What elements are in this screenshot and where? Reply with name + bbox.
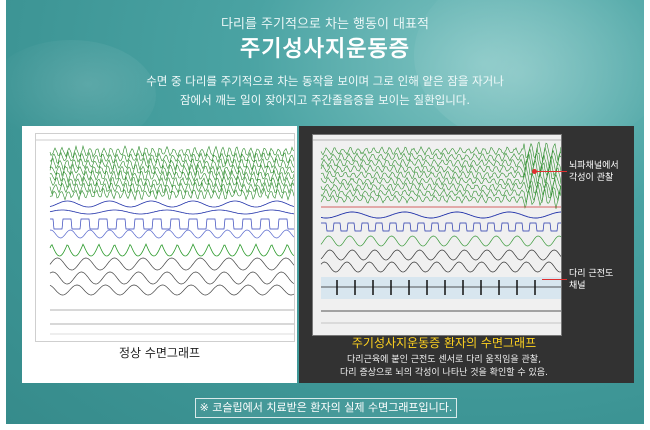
eeg-trace bbox=[49, 144, 294, 159]
eeg-trace bbox=[49, 175, 294, 189]
leg-emg-annotation: 다리 근전도 채널 bbox=[569, 269, 614, 291]
eeg-trace bbox=[49, 157, 294, 171]
eeg-trace bbox=[320, 147, 561, 167]
description-line-1: 수면 중 다리를 주기적으로 차는 동작을 보이며 그로 인해 얕은 잠을 자거… bbox=[146, 74, 504, 88]
notice-box: ※ 코슬립에서 치료받은 환자의 실제 수면그래프입니다. bbox=[195, 398, 457, 418]
arousal-pointer-line bbox=[535, 171, 567, 172]
eeg-trace bbox=[49, 187, 294, 201]
description-line-2: 잠에서 깨는 일이 잦아지고 주간졸음증을 보이는 질환입니다. bbox=[179, 93, 471, 107]
effort-trace-2 bbox=[49, 271, 294, 285]
eeg-trace bbox=[320, 141, 561, 161]
effort-trace-3 bbox=[49, 284, 294, 296]
normal-polysomnogram-traces bbox=[36, 139, 294, 335]
flow-trace bbox=[320, 235, 561, 247]
eeg-trace bbox=[49, 150, 294, 165]
eeg-trace bbox=[320, 164, 561, 186]
effort-trace-2 bbox=[320, 261, 561, 273]
brainwave-annotation: 뇌파채널에서 각성이 관찰 bbox=[569, 161, 619, 183]
patient-graph-panel: 뇌파채널에서 각성이 관찰 다리 근전도 채널 주기성사지운동증 환자의 수면그… bbox=[299, 126, 634, 383]
eeg-trace bbox=[49, 181, 294, 195]
normal-polysomnogram-image bbox=[35, 133, 295, 342]
patient-polysomnogram-traces bbox=[313, 139, 561, 324]
eeg-trace bbox=[49, 169, 294, 183]
flow-trace bbox=[49, 243, 294, 257]
eeg-trace bbox=[320, 169, 561, 192]
arousal-marker bbox=[532, 169, 537, 174]
banner-description: 수면 중 다리를 주기적으로 차는 동작을 보이며 그로 인해 얕은 잠을 자거… bbox=[6, 72, 644, 110]
normal-graph-panel: 정상 수면그래프 bbox=[22, 126, 297, 383]
eog-trace bbox=[320, 211, 561, 219]
effort-trace bbox=[49, 257, 294, 271]
respiratory-trace bbox=[50, 218, 294, 230]
respiratory-trace bbox=[321, 222, 561, 232]
eeg-trace bbox=[320, 182, 561, 204]
eeg-trace bbox=[320, 188, 561, 209]
patient-graph-caption: 주기성사지운동증 환자의 수면그래프 bbox=[351, 336, 537, 350]
eeg-trace bbox=[320, 153, 561, 174]
info-banner: 다리를 주기적으로 차는 행동이 대표적 주기성사지운동증 수면 중 다리를 주… bbox=[6, 0, 644, 424]
eog-trace bbox=[49, 200, 294, 208]
eeg-trace bbox=[320, 158, 561, 179]
banner-subtitle: 다리를 주기적으로 차는 행동이 대표적 bbox=[221, 17, 429, 32]
leg-emg-pointer-line bbox=[542, 279, 567, 280]
leg-emg-channel-band bbox=[321, 277, 561, 299]
patient-polysomnogram-image bbox=[312, 134, 562, 336]
banner-title: 주기성사지운동증 bbox=[240, 37, 410, 62]
eeg-trace bbox=[49, 163, 294, 177]
eog-trace-2 bbox=[49, 209, 294, 215]
effort-trace bbox=[320, 249, 561, 261]
normal-graph-caption: 정상 수면그래프 bbox=[118, 346, 201, 360]
patient-graph-description: 다리근육에 붙인 근전도 센서로 다리 움직임을 관찰, 다리 증상으로 뇌의 … bbox=[340, 355, 548, 378]
eeg-trace bbox=[320, 178, 561, 198]
respiratory-trace-2 bbox=[49, 229, 294, 239]
